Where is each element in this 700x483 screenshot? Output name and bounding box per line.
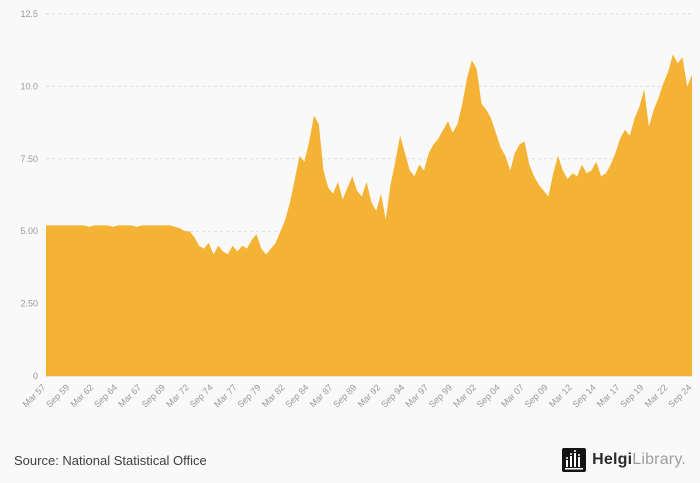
x-tick-label: Sep 59 [44, 382, 71, 409]
y-tick-label: 10.0 [20, 81, 38, 91]
y-tick-label: 5.00 [20, 226, 38, 236]
x-tick-label: Sep 99 [427, 382, 454, 409]
brand-secondary: Library [632, 451, 682, 468]
x-tick-label: Mar 22 [643, 382, 670, 409]
x-tick-label: Sep 64 [92, 382, 119, 409]
brand-period: . [681, 451, 686, 468]
y-tick-label: 7.50 [20, 154, 38, 164]
x-tick-label: Mar 12 [547, 382, 574, 409]
brand: HelgiLibrary. [562, 448, 686, 472]
x-tick-label: Mar 92 [356, 382, 383, 409]
x-tick-label: Sep 04 [475, 382, 502, 409]
x-tick-label: Mar 02 [451, 382, 478, 409]
helgi-library-logo-icon [562, 448, 587, 472]
brand-primary: Helgi [592, 451, 633, 468]
x-tick-label: Mar 82 [260, 382, 287, 409]
x-tick-label: Mar 62 [68, 382, 95, 409]
x-tick-label: Sep 74 [188, 382, 215, 409]
source-label: Source: National Statistical Office [14, 452, 207, 468]
x-tick-label: Sep 79 [235, 382, 262, 409]
x-tick-label: Mar 72 [164, 382, 191, 409]
y-tick-label: 0 [33, 371, 38, 381]
x-tick-label: Mar 67 [116, 382, 143, 409]
x-tick-label: Sep 14 [570, 382, 597, 409]
x-tick-label: Sep 24 [666, 382, 693, 409]
chart-footer: Source: National Statistical Office Helg… [0, 437, 700, 483]
x-tick-label: Mar 77 [212, 382, 239, 409]
x-tick-label: Sep 19 [618, 382, 645, 409]
area-series [46, 54, 692, 376]
y-tick-label: 12.5 [20, 9, 38, 19]
x-tick-label: Sep 84 [283, 382, 310, 409]
y-tick-label: 2.50 [20, 299, 38, 309]
x-tick-label: Mar 17 [595, 382, 622, 409]
brand-text: HelgiLibrary. [592, 451, 686, 469]
x-tick-label: Mar 97 [403, 382, 430, 409]
x-tick-label: Sep 69 [140, 382, 167, 409]
x-tick-label: Sep 89 [331, 382, 358, 409]
x-tick-label: Mar 87 [308, 382, 335, 409]
x-tick-label: Mar 07 [499, 382, 526, 409]
x-tick-label: Mar 57 [21, 382, 48, 409]
x-tick-label: Sep 94 [379, 382, 406, 409]
x-tick-label: Sep 09 [523, 382, 550, 409]
